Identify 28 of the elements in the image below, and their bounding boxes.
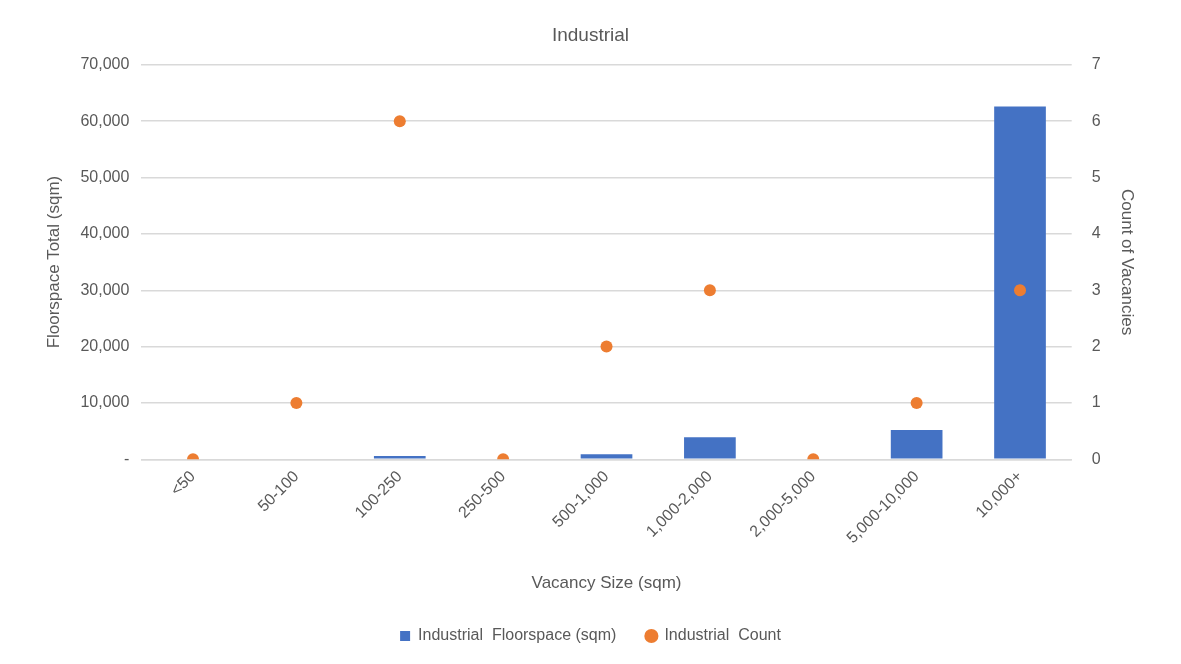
y2-tick-label: 1 — [1091, 393, 1101, 411]
y2-tick-label: 7 — [1091, 55, 1101, 73]
bar — [994, 106, 1046, 459]
y2-axis-title: Count of Vacancies — [1118, 188, 1138, 336]
bar — [373, 455, 426, 459]
y-tick-label: 60,000 — [80, 111, 130, 129]
y2-tick-label: 2 — [1091, 337, 1101, 355]
y-tick-label: 50,000 — [80, 167, 130, 185]
y2-tick-label: 5 — [1091, 167, 1101, 185]
y-tick-label: 40,000 — [80, 224, 130, 242]
legend-label: Industrial Floorspace (sqm) — [418, 626, 617, 644]
y-tick-label: 20,000 — [80, 337, 130, 355]
y-tick-label: 10,000 — [80, 393, 130, 411]
x-tick-label: <50 — [167, 467, 199, 499]
y2-tick-label: 6 — [1091, 111, 1101, 129]
y-axis-title: Floorspace Total (sqm) — [43, 175, 63, 349]
bar — [580, 454, 633, 459]
legend-label: Industrial Count — [664, 626, 782, 644]
y2-tick-label: 4 — [1091, 224, 1101, 242]
y-tick-label: 70,000 — [80, 55, 130, 73]
y-tick-label: - — [124, 449, 130, 467]
y2-tick-label: 3 — [1091, 280, 1101, 298]
y2-tick-label: 0 — [1091, 449, 1101, 467]
chart-title: Industrial — [551, 23, 630, 45]
bar — [890, 430, 943, 459]
y-tick-label: 30,000 — [80, 280, 130, 298]
bar — [684, 437, 736, 459]
x-axis-title: Vacancy Size (sqm) — [531, 573, 682, 593]
